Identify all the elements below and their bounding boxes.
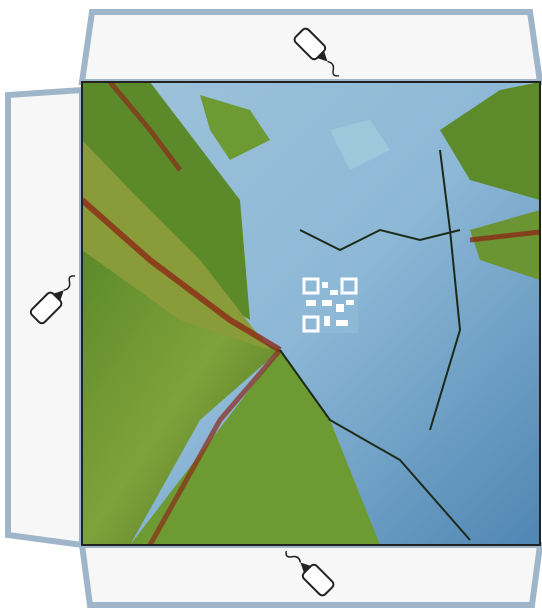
ridge — [147, 348, 282, 545]
glue-drip — [285, 550, 302, 563]
coastline — [429, 149, 462, 431]
qr-module — [336, 320, 348, 326]
shallows — [330, 120, 390, 170]
land-west — [82, 140, 270, 350]
land-south — [130, 350, 380, 545]
qr-code — [302, 277, 358, 333]
qr-module — [324, 316, 330, 326]
qr-module — [322, 282, 328, 288]
land-east — [470, 210, 540, 280]
land-northwest — [82, 82, 250, 320]
terrain-map — [82, 82, 540, 545]
coastline — [299, 228, 461, 252]
map-border — [81, 81, 541, 546]
glue-icon — [29, 275, 76, 325]
glue-drip — [327, 60, 340, 77]
coastline — [279, 349, 471, 541]
ridge — [469, 229, 540, 243]
qr-finder — [340, 277, 358, 295]
ridge — [82, 197, 282, 353]
ridge — [108, 82, 182, 172]
qr-module — [322, 300, 332, 306]
land-southwest — [82, 250, 280, 545]
qr-module — [306, 300, 316, 306]
qr-module — [346, 300, 354, 305]
island-north — [200, 95, 270, 160]
qr-finder — [302, 315, 320, 333]
qr-module — [330, 290, 338, 295]
qr-module — [336, 304, 344, 312]
qr-finder — [302, 277, 320, 295]
glue-icon — [285, 550, 335, 597]
glue-drip — [63, 275, 76, 291]
glue-icon — [293, 27, 340, 77]
land-northeast — [440, 82, 540, 200]
glue-tip — [316, 50, 328, 62]
